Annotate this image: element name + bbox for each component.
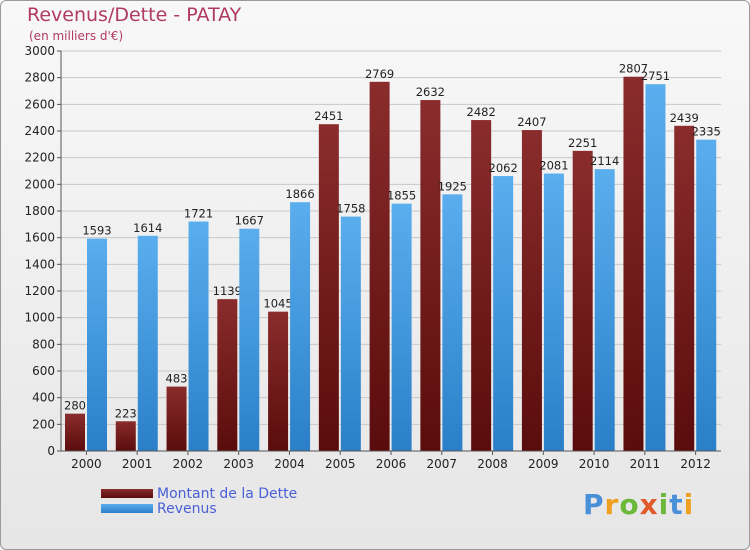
bar-series: 280 1593 223 1614 483 1721 1139 1667 1045 1866 245…: [64, 62, 721, 452]
y-tick-label: 3000: [24, 44, 55, 58]
data-label-dette: 2807: [619, 62, 648, 76]
bar-dette: [572, 150, 593, 451]
bar-revenus: [594, 169, 615, 451]
gridlines: [61, 50, 721, 452]
data-label-revenus: 1667: [235, 214, 264, 228]
y-tick-label: 600: [32, 364, 55, 378]
bar-dette: [318, 124, 339, 451]
y-tick-label: 400: [32, 391, 55, 405]
data-label-revenus: 2751: [641, 69, 670, 83]
data-label-dette: 1045: [263, 297, 292, 311]
data-label-dette: 1139: [213, 284, 242, 298]
data-label-revenus: 2114: [590, 154, 619, 168]
x-tick-label: 2008: [477, 457, 508, 471]
bar-dette: [674, 125, 695, 452]
data-label-revenus: 1593: [82, 224, 111, 238]
y-tick-label: 1200: [24, 284, 55, 298]
bar-revenus: [239, 228, 260, 451]
y-tick-label: 2600: [24, 97, 55, 111]
y-tick-label: 1800: [24, 204, 55, 218]
bar-dette: [521, 130, 542, 452]
bar-revenus: [645, 84, 666, 451]
data-label-revenus: 2062: [489, 161, 518, 175]
chart-subtitle: (en milliers d'€): [29, 29, 124, 43]
data-label-revenus: 1866: [285, 187, 314, 201]
data-label-revenus: 1758: [336, 202, 365, 216]
bar-revenus: [442, 194, 463, 452]
bar-dette: [217, 299, 238, 451]
x-tick-label: 2002: [173, 457, 204, 471]
x-tick-label: 2006: [376, 457, 407, 471]
legend-swatch-revenus: [101, 504, 153, 513]
bar-revenus: [493, 176, 514, 452]
y-tick-label: 1600: [24, 231, 55, 245]
data-label-dette: 2251: [568, 136, 597, 150]
x-tick-label: 2003: [223, 457, 254, 471]
bar-dette: [420, 100, 441, 452]
legend-item-revenus: Revenus: [101, 500, 297, 517]
legend-item-dette: Montant de la Dette: [101, 485, 298, 502]
x-tick-label: 2005: [325, 457, 356, 471]
bar-dette: [369, 81, 390, 452]
legend-label-revenus: Revenus: [157, 500, 217, 517]
bar-revenus: [543, 173, 564, 452]
data-label-dette: 223: [115, 406, 137, 420]
data-label-dette: 2451: [314, 109, 343, 123]
chart-title: Revenus/Dette - PATAY: [27, 4, 242, 26]
bar-revenus: [87, 238, 107, 451]
bar-dette: [65, 413, 85, 451]
y-tick-label: 2400: [24, 124, 55, 138]
x-tick-label: 2007: [426, 457, 457, 471]
proxiti-logo: Proxiti: [583, 488, 695, 521]
data-label-dette: 2407: [517, 115, 546, 129]
legend: Montant de la Dette Revenus: [101, 485, 298, 517]
data-label-dette: 280: [64, 399, 86, 413]
data-label-revenus: 1614: [133, 221, 162, 235]
x-tick-label: 2009: [528, 457, 559, 471]
y-tick-label: 1400: [24, 257, 55, 271]
x-axis: 2000 2001 2002 2003 2004 2005 2006 2007 2008 2009…: [61, 450, 721, 471]
bar-revenus: [391, 203, 412, 451]
x-tick-label: 2010: [579, 457, 610, 471]
y-tick-label: 1000: [24, 311, 55, 325]
legend-swatch-dette: [101, 489, 153, 498]
x-tick-label: 2011: [630, 457, 661, 471]
bar-dette: [268, 311, 289, 451]
bar-revenus: [188, 221, 209, 451]
data-label-dette: 2632: [416, 85, 445, 99]
x-tick-label: 2000: [71, 457, 102, 471]
bar-revenus: [137, 235, 158, 451]
data-label-revenus: 1721: [184, 207, 213, 221]
bar-revenus: [696, 139, 717, 451]
x-tick-label: 2004: [274, 457, 305, 471]
bar-revenus: [340, 216, 361, 451]
legend-label-dette: Montant de la Dette: [157, 485, 298, 502]
data-label-revenus: 2081: [539, 159, 568, 173]
y-tick-label: 2800: [24, 71, 55, 85]
data-label-dette: 2769: [365, 67, 394, 81]
data-label-dette: 483: [166, 372, 188, 386]
bar-dette: [166, 386, 187, 451]
y-tick-label: 2200: [24, 151, 55, 165]
bar-dette: [115, 421, 136, 451]
bar-dette: [623, 76, 644, 451]
x-tick-label: 2001: [122, 457, 153, 471]
data-label-dette: 2482: [467, 105, 496, 119]
y-axis: 0 200 400 600 800 1000 1200 1400 1600 1800 2000 220…: [24, 44, 62, 458]
x-tick-label: 2012: [680, 457, 711, 471]
y-tick-label: 2000: [24, 177, 55, 191]
bar-dette: [471, 120, 492, 452]
data-label-revenus: 2335: [692, 125, 721, 139]
y-tick-label: 800: [32, 337, 55, 351]
y-tick-label: 0: [47, 444, 55, 458]
data-label-dette: 2439: [670, 111, 699, 125]
data-label-revenus: 1855: [387, 189, 416, 203]
data-label-revenus: 1925: [438, 179, 467, 193]
y-tick-label: 200: [32, 417, 55, 431]
bar-revenus: [290, 202, 311, 451]
